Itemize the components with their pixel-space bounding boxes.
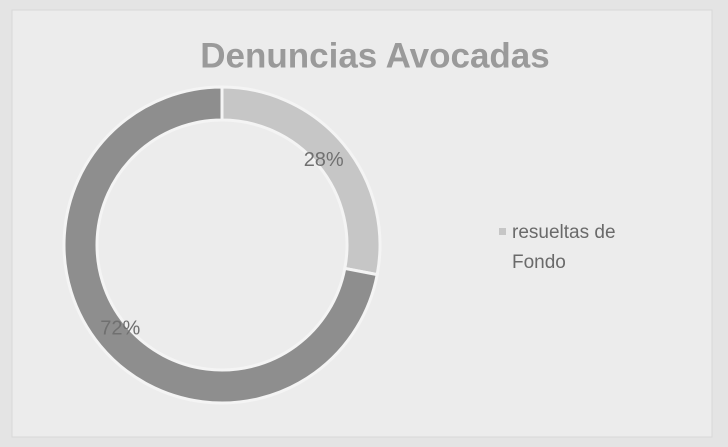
legend-marker <box>499 228 506 235</box>
donut-slice <box>62 85 379 405</box>
legend-label: resueltas de Fondo <box>512 222 616 273</box>
data-label: 72% <box>100 317 140 339</box>
chart-title: Denuncias Avocadas <box>200 36 550 75</box>
data-label: 28% <box>304 149 344 171</box>
